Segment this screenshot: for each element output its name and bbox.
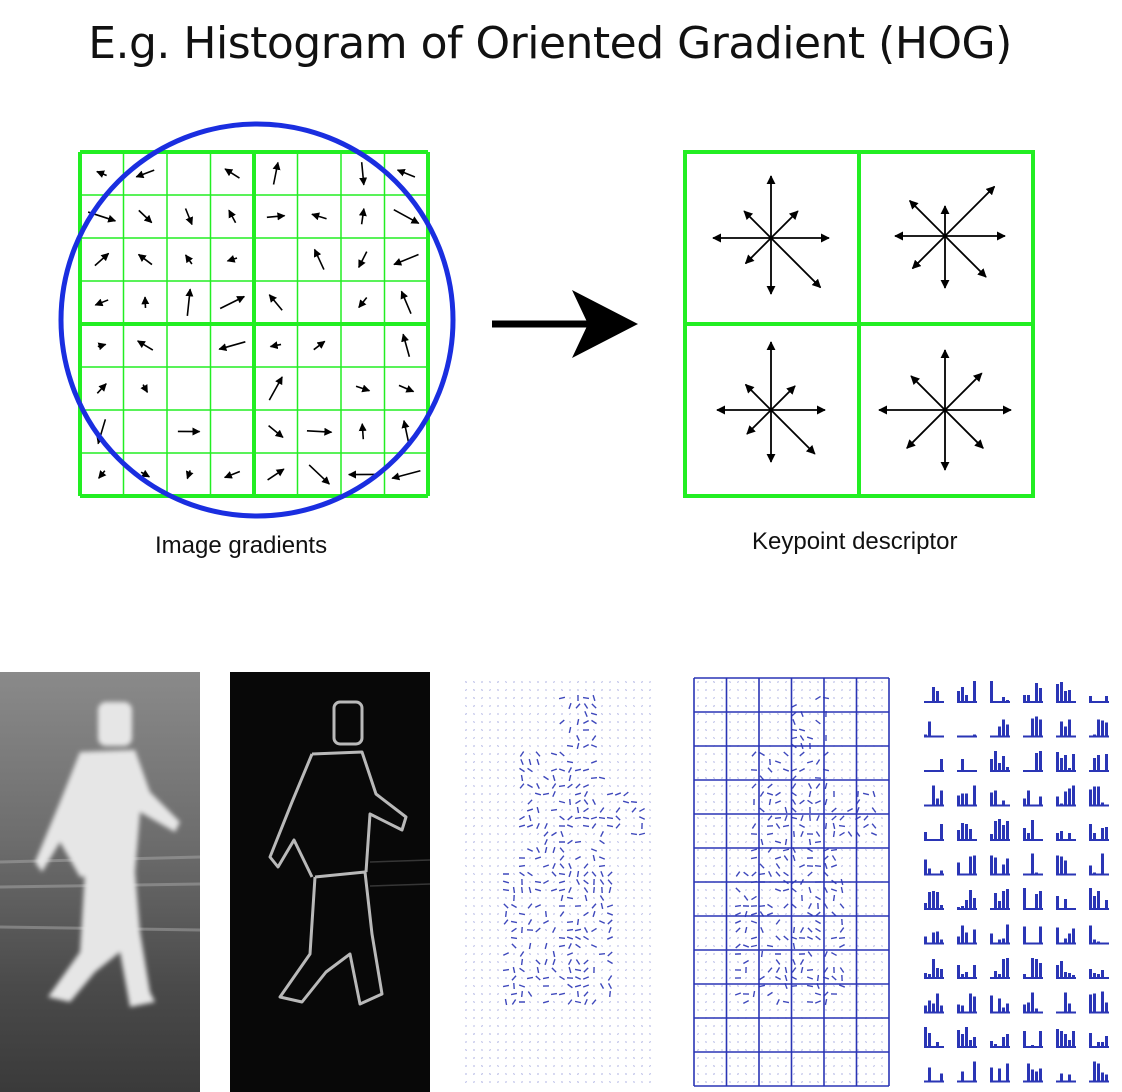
gradient-arrow xyxy=(225,169,239,178)
orientation-star xyxy=(895,187,1005,288)
gradient-arrow xyxy=(225,471,240,477)
keypoint-descriptor-caption: Keypoint descriptor xyxy=(752,528,957,556)
gradient-arrow xyxy=(269,295,282,311)
orientation-arrow xyxy=(744,211,771,238)
gradient-arrow xyxy=(95,253,109,265)
gradient-arrow xyxy=(95,300,108,305)
gradient-arrow xyxy=(274,162,278,184)
orientation-arrow xyxy=(746,385,771,410)
orientation-arrow xyxy=(945,410,983,448)
orientation-arrow xyxy=(945,373,982,410)
orientation-star xyxy=(879,350,1011,470)
gradient-arrow xyxy=(143,385,147,393)
gradient-arrow xyxy=(404,421,409,443)
gradient-arrow xyxy=(403,334,409,357)
gradient-arrow xyxy=(394,255,419,265)
orientation-arrow xyxy=(912,236,945,269)
gradient-arrow xyxy=(399,385,414,391)
gradient-arrow xyxy=(392,471,420,479)
gradient-arrow xyxy=(362,424,363,439)
gradient-arrow xyxy=(270,344,281,346)
slide-title: E.g. Histogram of Oriented Gradient (HOG… xyxy=(0,18,1100,69)
orientation-arrow xyxy=(747,410,771,434)
per-cell-histograms xyxy=(920,672,1122,1092)
orientation-arrow xyxy=(771,410,815,454)
gradient-arrow xyxy=(267,216,285,218)
orientation-arrow xyxy=(771,211,798,238)
pedestrian-photo xyxy=(0,672,200,1092)
gaussian-window-circle xyxy=(61,124,453,516)
gradient-magnitude-image xyxy=(230,672,430,1092)
gradient-arrow xyxy=(356,386,369,391)
gradient-arrow xyxy=(99,471,105,478)
hog-pipeline-row xyxy=(0,672,1122,1092)
gradient-arrow xyxy=(269,377,282,400)
gradient-arrow xyxy=(187,289,190,316)
orientation-arrow xyxy=(907,410,945,448)
gradient-arrow xyxy=(314,341,325,349)
image-gradients-caption: Image gradients xyxy=(155,532,327,560)
orientation-arrow xyxy=(910,201,945,236)
gradient-arrow xyxy=(219,342,245,349)
gradient-arrow xyxy=(136,170,154,177)
gradient-arrow xyxy=(139,254,152,264)
gradient-arrow xyxy=(187,470,190,478)
gradient-arrow xyxy=(309,465,329,484)
orientation-arrow xyxy=(771,238,820,287)
gradient-arrow xyxy=(269,426,283,438)
orientation-arrow xyxy=(945,187,994,236)
gradient-arrow xyxy=(315,249,324,269)
hog-diagram xyxy=(0,110,1122,530)
gradient-arrow xyxy=(402,291,411,313)
gradient-arrow xyxy=(359,252,367,268)
orientation-arrow xyxy=(945,236,986,277)
gradient-orientation-field xyxy=(460,672,660,1092)
gradient-arrow xyxy=(312,214,327,218)
orientation-arrow xyxy=(746,238,771,263)
gradient-arrow xyxy=(97,384,106,394)
gradient-arrow xyxy=(227,258,237,261)
right-arrow-icon xyxy=(492,290,638,358)
gradient-arrow xyxy=(398,170,415,177)
gradient-arrow xyxy=(138,341,153,350)
gradient-arrow xyxy=(186,255,192,264)
gradient-arrow xyxy=(268,469,284,480)
orientation-arrow xyxy=(771,386,795,410)
gradient-arrow xyxy=(307,431,332,432)
gradient-arrow xyxy=(394,210,419,224)
gradient-arrow xyxy=(359,298,367,308)
gradient-arrow xyxy=(229,210,236,223)
cell-grid-overlay xyxy=(692,672,892,1092)
gradient-arrow xyxy=(97,172,107,176)
orientation-arrow xyxy=(911,376,945,410)
descriptor-grid xyxy=(685,152,1033,496)
gradient-cell-grid xyxy=(80,152,428,496)
gradient-arrow xyxy=(220,297,244,309)
gradient-arrow xyxy=(362,162,364,185)
gradient-arrow xyxy=(98,344,106,346)
gradient-arrow xyxy=(362,209,364,225)
gradient-arrow xyxy=(139,210,152,222)
orientation-star xyxy=(713,176,829,294)
gradient-arrow xyxy=(186,209,192,225)
orientation-star xyxy=(717,342,825,462)
